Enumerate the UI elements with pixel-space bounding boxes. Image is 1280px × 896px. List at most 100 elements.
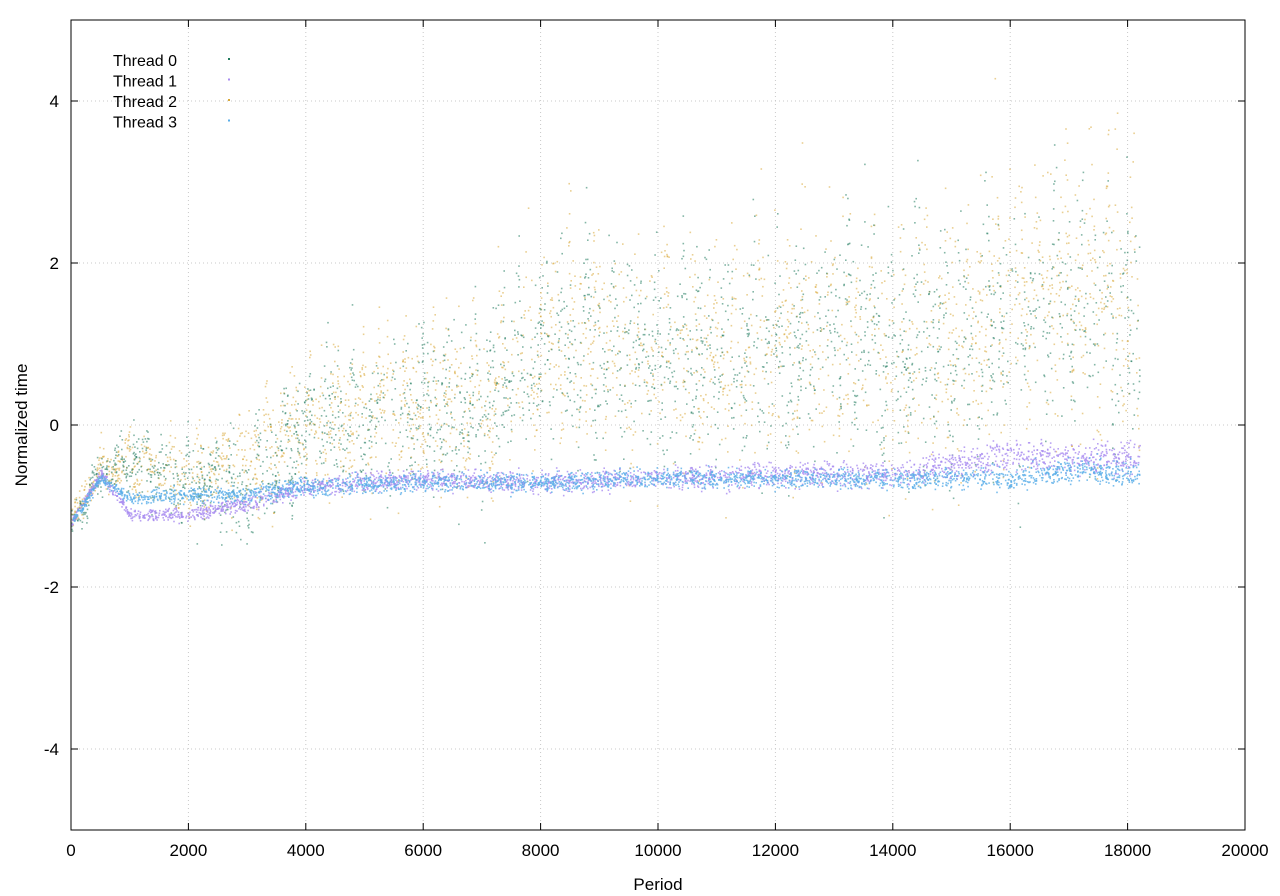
data-point bbox=[456, 350, 458, 353]
data-point bbox=[749, 363, 752, 365]
data-point bbox=[552, 306, 555, 309]
data-point bbox=[144, 438, 147, 440]
data-point bbox=[591, 274, 593, 276]
data-point bbox=[1070, 358, 1072, 360]
data-point bbox=[978, 361, 981, 364]
data-point bbox=[114, 471, 116, 473]
data-point bbox=[250, 506, 252, 509]
data-point bbox=[1127, 365, 1129, 367]
data-point bbox=[121, 439, 124, 441]
data-point bbox=[223, 469, 225, 472]
data-point bbox=[1072, 368, 1075, 371]
data-point bbox=[929, 369, 932, 371]
data-point bbox=[95, 475, 98, 477]
data-point bbox=[225, 480, 228, 483]
data-point bbox=[989, 379, 991, 382]
data-point bbox=[960, 482, 962, 484]
data-point bbox=[616, 304, 618, 307]
data-point bbox=[870, 256, 873, 258]
data-point bbox=[666, 360, 668, 362]
data-point bbox=[227, 495, 229, 498]
data-point bbox=[594, 329, 596, 331]
data-point bbox=[1067, 210, 1069, 213]
data-point bbox=[980, 255, 982, 258]
data-point bbox=[286, 430, 288, 433]
data-point bbox=[349, 451, 351, 454]
data-point bbox=[518, 370, 520, 373]
data-point bbox=[979, 299, 982, 301]
data-point bbox=[905, 369, 908, 371]
data-point bbox=[287, 435, 290, 437]
data-point bbox=[1020, 343, 1023, 345]
data-point bbox=[218, 447, 220, 450]
data-point bbox=[793, 305, 795, 307]
data-point bbox=[669, 382, 671, 384]
data-point bbox=[999, 262, 1002, 265]
data-point bbox=[923, 320, 926, 323]
data-point bbox=[149, 481, 152, 483]
data-point bbox=[1074, 400, 1076, 403]
data-point bbox=[225, 531, 228, 533]
data-point bbox=[500, 295, 502, 297]
data-point bbox=[517, 333, 519, 335]
data-point bbox=[106, 468, 109, 471]
data-point bbox=[955, 327, 957, 330]
data-point bbox=[143, 456, 145, 458]
data-point bbox=[682, 338, 684, 340]
data-point bbox=[944, 301, 947, 304]
data-point bbox=[104, 468, 107, 470]
data-point bbox=[1071, 445, 1073, 447]
data-point bbox=[361, 385, 364, 387]
data-point bbox=[1120, 314, 1123, 317]
data-point bbox=[174, 437, 177, 439]
data-point bbox=[854, 316, 857, 318]
data-point bbox=[77, 520, 79, 522]
data-point bbox=[154, 465, 156, 467]
data-point bbox=[350, 369, 352, 371]
data-point bbox=[418, 323, 420, 325]
data-point bbox=[799, 337, 802, 340]
data-point bbox=[980, 402, 983, 405]
data-point bbox=[972, 317, 974, 320]
data-point bbox=[454, 371, 456, 374]
data-point bbox=[1101, 307, 1103, 310]
data-point bbox=[562, 428, 565, 430]
data-point bbox=[474, 318, 476, 320]
data-point bbox=[892, 409, 894, 412]
data-point bbox=[96, 456, 99, 459]
data-point bbox=[827, 309, 830, 312]
data-point bbox=[767, 383, 770, 385]
data-point bbox=[177, 504, 180, 506]
data-point bbox=[152, 467, 155, 469]
data-point bbox=[505, 385, 508, 388]
data-point bbox=[549, 363, 552, 365]
data-point bbox=[786, 447, 788, 449]
data-point bbox=[786, 263, 788, 265]
data-point bbox=[1062, 280, 1064, 283]
data-point bbox=[1028, 347, 1031, 350]
data-point bbox=[572, 320, 574, 322]
data-point bbox=[1110, 272, 1113, 275]
data-point bbox=[676, 295, 679, 298]
data-point bbox=[618, 350, 620, 352]
data-point bbox=[912, 398, 914, 400]
data-point bbox=[1107, 133, 1110, 136]
data-point bbox=[721, 438, 723, 441]
data-point bbox=[798, 417, 801, 419]
data-point bbox=[529, 306, 531, 308]
data-point bbox=[118, 469, 120, 471]
data-point bbox=[135, 489, 137, 491]
data-point bbox=[814, 353, 817, 356]
data-point bbox=[306, 457, 308, 460]
data-point bbox=[214, 480, 217, 482]
data-point bbox=[666, 449, 668, 451]
data-point bbox=[633, 420, 635, 423]
data-point bbox=[794, 472, 796, 475]
data-point bbox=[255, 435, 257, 438]
data-point bbox=[917, 437, 919, 440]
data-point bbox=[614, 354, 617, 356]
data-point bbox=[259, 432, 262, 435]
data-point bbox=[635, 339, 637, 342]
data-point bbox=[290, 478, 293, 481]
data-point bbox=[949, 434, 951, 437]
